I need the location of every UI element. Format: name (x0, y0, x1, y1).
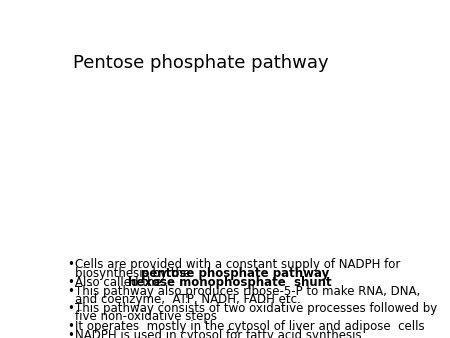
Text: Cells are provided with a constant supply of NADPH for: Cells are provided with a constant suppl… (75, 259, 400, 271)
Text: •: • (67, 259, 74, 271)
Text: •: • (67, 329, 74, 338)
Text: It operates  mostly in the cytosol of liver and adipose  cells: It operates mostly in the cytosol of liv… (75, 320, 424, 333)
Text: Also called the: Also called the (75, 276, 165, 289)
Text: Pentose phosphate pathway: Pentose phosphate pathway (73, 54, 329, 72)
Text: five non-oxidative steps: five non-oxidative steps (75, 310, 217, 323)
Text: NADPH is used in cytosol for fatty acid synthesis: NADPH is used in cytosol for fatty acid … (75, 329, 361, 338)
Text: biosynthesis by the: biosynthesis by the (75, 267, 194, 280)
Text: This pathway also produces ribose-5-P to make RNA, DNA,: This pathway also produces ribose-5-P to… (75, 285, 420, 298)
Text: •: • (67, 285, 74, 298)
Text: •: • (67, 303, 74, 315)
Text: hexose monophosphate  shunt: hexose monophosphate shunt (127, 276, 331, 289)
Text: •: • (67, 320, 74, 333)
Text: pentose phosphate pathway: pentose phosphate pathway (141, 267, 329, 280)
Text: •: • (67, 276, 74, 289)
Text: This pathway consists of two oxidative processes followed by: This pathway consists of two oxidative p… (75, 303, 437, 315)
Text: and coenzyme,  ATP, NADH, FADH etc.: and coenzyme, ATP, NADH, FADH etc. (75, 293, 301, 306)
